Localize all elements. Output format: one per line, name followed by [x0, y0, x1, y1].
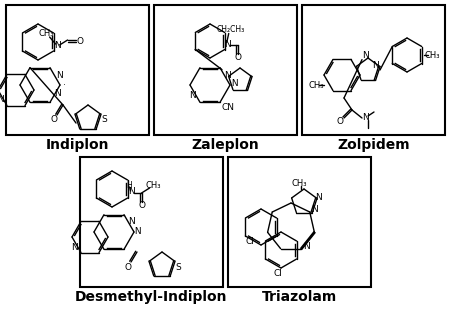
Text: N: N [72, 242, 78, 251]
Text: Triazolam: Triazolam [262, 290, 337, 304]
Text: CH₃: CH₃ [291, 178, 307, 187]
Text: CH₂CH₃: CH₂CH₃ [217, 25, 245, 34]
Text: Cl: Cl [246, 238, 255, 247]
Text: Cl: Cl [273, 270, 283, 279]
Text: S: S [175, 263, 181, 272]
Text: Zolpidem: Zolpidem [337, 138, 410, 152]
Text: CH₃: CH₃ [424, 50, 440, 59]
Bar [302, 5, 445, 135]
Text: ·N: ·N [132, 228, 142, 237]
Text: CH₃: CH₃ [39, 30, 55, 39]
Bar [80, 157, 223, 287]
Text: O: O [51, 116, 57, 125]
Text: O: O [138, 202, 145, 211]
Bar [6, 5, 149, 135]
Text: N: N [55, 89, 61, 98]
Text: O: O [76, 37, 83, 46]
Text: N: N [128, 218, 136, 227]
Text: N: N [128, 187, 135, 196]
Text: ·: · [63, 82, 65, 91]
Text: N: N [224, 40, 231, 49]
Text: ·N: ·N [229, 79, 239, 88]
Bar [228, 157, 371, 287]
Text: O: O [234, 53, 241, 62]
Text: CH₃: CH₃ [308, 81, 324, 90]
Text: N: N [225, 71, 231, 80]
Text: N: N [54, 40, 61, 49]
Text: N: N [373, 60, 379, 70]
Text: CH₃: CH₃ [146, 181, 161, 190]
Text: N: N [363, 50, 369, 59]
Text: Desmethyl-Indiplon: Desmethyl-Indiplon [75, 290, 228, 304]
Text: CN: CN [221, 102, 235, 111]
Text: N: N [363, 114, 369, 123]
Text: S: S [101, 116, 107, 125]
Text: N: N [316, 194, 322, 203]
Text: N: N [190, 91, 196, 100]
Text: O: O [337, 117, 344, 126]
Text: N: N [0, 96, 4, 105]
Bar [154, 5, 297, 135]
Text: H: H [127, 180, 132, 189]
Text: O: O [125, 263, 131, 272]
Text: Indiplon: Indiplon [46, 138, 109, 152]
Text: N: N [311, 205, 319, 214]
Text: N: N [56, 71, 64, 80]
Text: N: N [303, 242, 310, 251]
Text: Zaleplon: Zaleplon [191, 138, 259, 152]
